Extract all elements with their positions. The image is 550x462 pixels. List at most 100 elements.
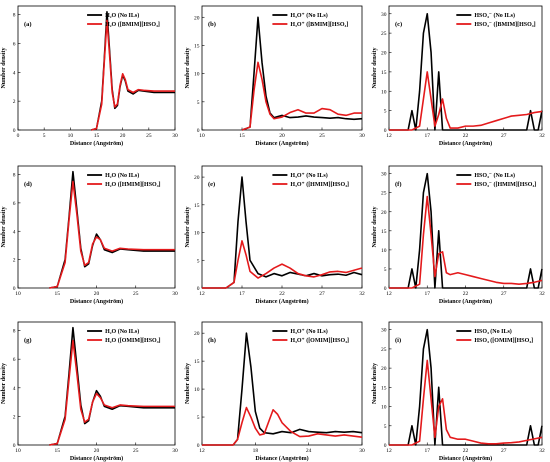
legend-label: H₂O (No ILs): [105, 172, 139, 179]
legend-label: HSO₄⁻ ([HMIM][HSO₄]: [474, 181, 536, 188]
y-tick-label: 30: [381, 328, 387, 334]
legend-label: H₃O⁺ ([OMIM][HSO₄]: [290, 337, 349, 344]
y-tick-label: 0: [197, 286, 200, 292]
y-tick-label: 15: [194, 203, 200, 209]
series-line-with-ils: [49, 180, 175, 289]
x-tick-label: 22: [279, 291, 285, 297]
series-line-no-ils: [241, 16, 363, 131]
x-tick-label: 12: [386, 133, 392, 139]
legend-label: HSO₄⁻ (No ILs): [474, 12, 515, 19]
legend-label: H₃O⁺ ([HMIM][HSO₄]: [290, 181, 349, 188]
x-tick-label: 15: [94, 133, 100, 139]
x-axis-title: Distance (Angström): [70, 140, 123, 147]
x-axis-title: Distance (Angström): [255, 455, 308, 462]
y-tick-label: 15: [381, 385, 387, 391]
legend-label: H₂O ([HMIM][HSO₄]: [105, 181, 160, 188]
x-tick-label: 30: [172, 291, 178, 297]
panel-i: 12 17 22 27 32 0 5 10 15 20 25 30 Distance (Angström…: [372, 321, 545, 462]
y-tick-label: 4: [13, 386, 16, 392]
series-line-with-ils: [202, 240, 363, 289]
x-tick-label: 32: [359, 291, 365, 297]
x-tick-label: 10: [68, 133, 74, 139]
y-tick-label: 5: [197, 415, 200, 421]
y-tick-label: 0: [13, 286, 16, 292]
x-axis-title: Distance (Angström): [439, 455, 492, 462]
legend-label: H₂O ([OMIM][HSO₄]: [105, 337, 160, 344]
y-tick-label: 0: [197, 443, 200, 449]
y-axis-title: Number density: [1, 206, 7, 247]
series-line-no-ils: [389, 172, 543, 289]
panel-letter: (c): [395, 21, 402, 28]
panel-letter: (f): [395, 181, 402, 188]
panel-letter: (h): [208, 337, 216, 344]
x-tick-label: 10: [15, 291, 21, 297]
x-tick-label: 27: [501, 448, 507, 454]
x-tick-label: 20: [279, 133, 285, 139]
x-axis-title: Distance (Angström): [255, 298, 308, 305]
panel-d: 10 15 20 25 30 0 2 4 6 8 Distance (Angström) Number…: [1, 165, 178, 305]
x-tick-label: 32: [539, 448, 545, 454]
y-tick-label: 15: [381, 229, 387, 235]
legend-label: H₃O⁺ (No ILs): [290, 172, 327, 179]
panel-letter: (a): [24, 21, 32, 28]
panel-letter: (d): [24, 181, 32, 188]
x-tick-label: 24: [306, 448, 312, 454]
legend-label: H₃O⁺ (No ILs): [290, 12, 327, 19]
x-tick-label: 10: [15, 448, 21, 454]
x-tick-label: 17: [425, 448, 431, 454]
y-tick-label: 5: [384, 109, 387, 115]
y-tick-label: 6: [13, 41, 16, 47]
series-line-with-ils: [389, 195, 543, 289]
x-tick-label: 25: [133, 448, 139, 454]
x-tick-label: 12: [386, 448, 392, 454]
y-axis-title: Number density: [185, 206, 191, 247]
x-tick-label: 30: [359, 133, 365, 139]
y-tick-label: 30: [381, 12, 387, 18]
y-axis-title: Number density: [372, 206, 378, 247]
y-tick-label: 15: [194, 359, 200, 365]
x-tick-label: 17: [425, 291, 431, 297]
y-tick-label: 0: [197, 128, 200, 134]
panel-h: 12 18 24 30 0 5 10 15 20 Distance (Angström) Numbe…: [185, 321, 365, 462]
x-tick-label: 17: [425, 133, 431, 139]
legend-label: H₂O (No ILs): [105, 328, 139, 335]
y-tick-label: 5: [197, 100, 200, 106]
y-axis-title: Number density: [185, 47, 191, 88]
series-line-no-ils: [389, 12, 543, 131]
y-tick-label: 0: [13, 128, 16, 134]
x-tick-label: 20: [94, 291, 100, 297]
y-tick-label: 10: [194, 231, 200, 237]
y-tick-label: 25: [381, 347, 387, 353]
x-tick-label: 15: [55, 291, 61, 297]
panel-g: 10 15 20 25 30 0 2 4 6 8 Distance (Angström) Number…: [1, 321, 178, 462]
x-tick-label: 25: [146, 133, 152, 139]
x-tick-label: 22: [463, 133, 469, 139]
x-tick-label: 32: [539, 133, 545, 139]
legend-label: HSO₄⁻ ([BMIM][HSO₄]: [474, 21, 535, 28]
y-tick-label: 25: [381, 191, 387, 197]
panel-a: 0 5 10 15 20 25 30 0 2 4 6 8 Distance (Angström) Numb…: [1, 5, 178, 147]
y-tick-label: 6: [13, 201, 16, 207]
y-tick-label: 20: [381, 210, 387, 216]
y-tick-label: 4: [13, 70, 16, 76]
y-axis-title: Number density: [372, 47, 378, 88]
y-tick-label: 10: [381, 89, 387, 95]
x-tick-label: 27: [501, 133, 507, 139]
x-tick-label: 5: [43, 133, 46, 139]
y-tick-label: 20: [381, 51, 387, 57]
y-tick-label: 10: [381, 405, 387, 411]
x-tick-label: 22: [463, 448, 469, 454]
legend-label: H₂O ([BMIM][HSO₄]: [105, 21, 160, 28]
y-axis-title: Number density: [1, 363, 7, 404]
y-tick-label: 5: [197, 258, 200, 264]
x-tick-label: 15: [239, 133, 245, 139]
x-tick-label: 20: [120, 133, 126, 139]
y-tick-label: 8: [13, 329, 16, 335]
y-tick-label: 2: [13, 99, 16, 105]
x-tick-label: 15: [55, 448, 61, 454]
y-tick-label: 30: [381, 172, 387, 178]
panel-letter: (e): [208, 181, 215, 188]
panel-e: 12 17 22 27 32 0 5 10 15 20 Distance (Angström) Num…: [185, 165, 365, 305]
y-tick-label: 8: [13, 13, 16, 19]
